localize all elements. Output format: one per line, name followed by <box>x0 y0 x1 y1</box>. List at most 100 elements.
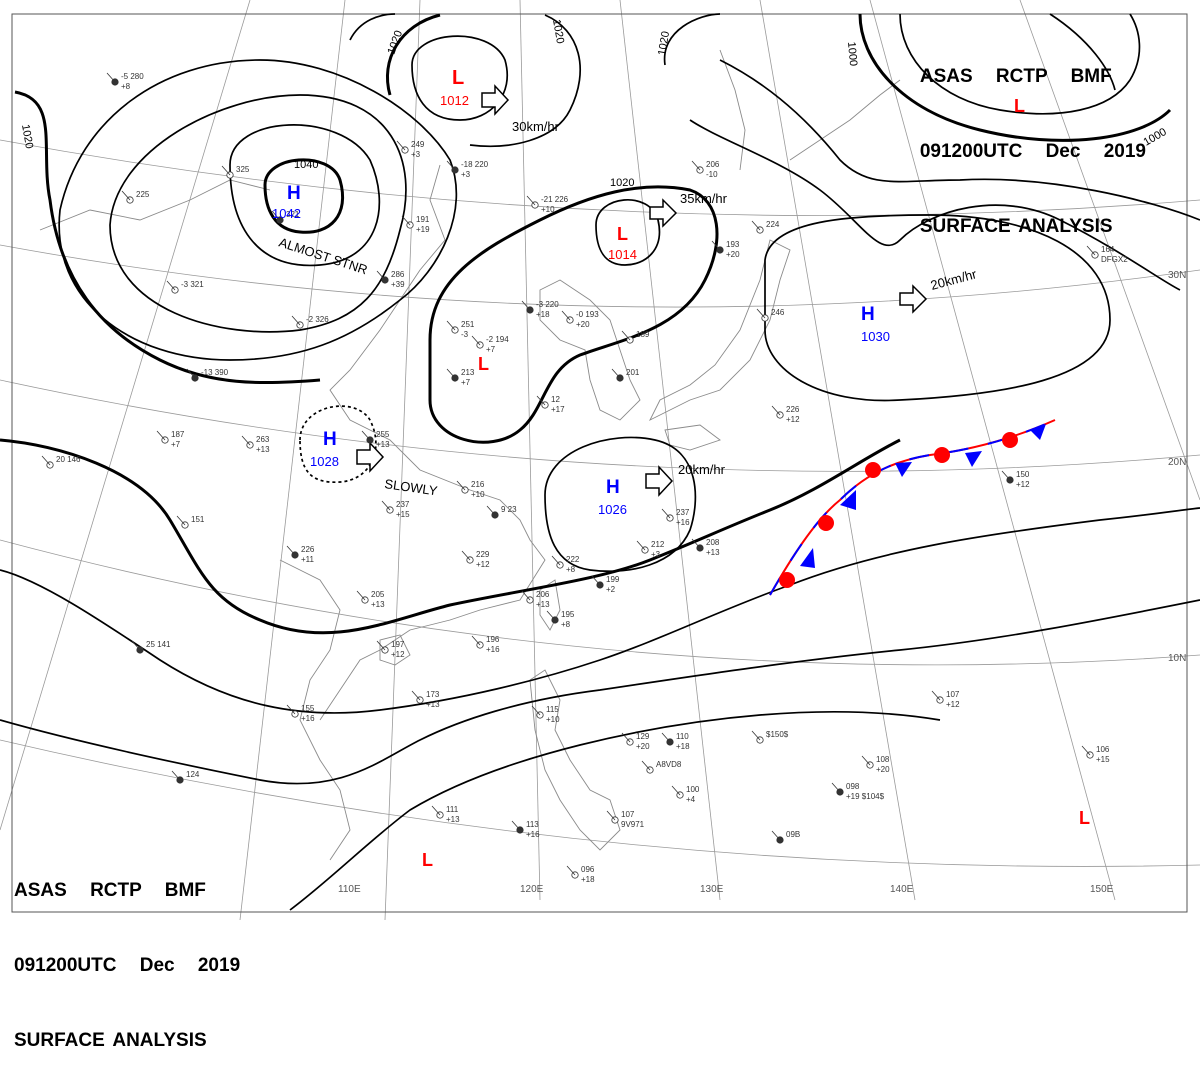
station-plot: 205+13 <box>356 590 385 609</box>
wind-barb <box>536 395 546 406</box>
isobar-south-1 <box>0 507 1200 714</box>
wind-barb <box>471 335 481 346</box>
station-pressure: 222 <box>566 555 580 564</box>
wind-barb <box>641 760 651 771</box>
low-center-symbol: L <box>452 67 464 89</box>
isobar-east-3 <box>719 59 1200 221</box>
station-pressure: 191 <box>416 215 430 224</box>
isobar-1012-low <box>411 35 509 121</box>
station-plot: 216+10 <box>456 480 485 499</box>
station-tendency: +20 <box>636 742 650 751</box>
wind-barb <box>546 610 556 621</box>
station-plot: 09B <box>771 830 800 844</box>
cold-front-triangle <box>840 490 856 510</box>
wind-barb <box>1086 245 1096 256</box>
stationary-front <box>769 419 1056 596</box>
station-tendency: +16 <box>301 714 315 723</box>
station-tendency: +12 <box>1016 480 1030 489</box>
isobar-1020-north-3 <box>349 13 396 41</box>
wind-barb <box>531 705 541 716</box>
station-pressure: 208 <box>706 538 720 547</box>
wind-barb <box>526 195 536 206</box>
cold-front-triangle <box>895 462 912 477</box>
wind-barb <box>606 810 616 821</box>
korea-coast <box>539 279 641 421</box>
wind-barb <box>511 820 521 831</box>
wind-barb <box>456 480 466 491</box>
lon-label-120e: 120E <box>520 884 544 895</box>
station-tendency: +13 <box>446 815 460 824</box>
station-pressure: 115 <box>546 705 559 714</box>
station-tendency: +2 <box>606 585 616 594</box>
station-plot: 255+13 <box>361 430 390 449</box>
station-pressure: 12 <box>551 395 560 404</box>
header-line-2: 091200UTC Dec 2019 <box>919 141 1146 162</box>
isobar-around-high-2 <box>109 94 407 333</box>
latitude-line-20n <box>0 379 1200 472</box>
station-plot: 107+12 <box>931 690 960 709</box>
station-pressure: 224 <box>766 220 780 229</box>
wind-barb <box>771 405 781 416</box>
cold-front-triangle <box>965 451 982 467</box>
station-plot: 246 <box>756 308 785 322</box>
longitude-line-150e <box>869 0 1116 901</box>
station-pressure: 107 <box>946 690 960 699</box>
isobar-1042-inner <box>263 158 345 234</box>
station-plot: 321 <box>271 210 300 224</box>
station-plot: 150+12 <box>1001 470 1030 489</box>
isobar-labels: 1020 1020 1020 1020 1040 1000 1000 1020 <box>19 18 1169 189</box>
wind-barb <box>186 368 196 379</box>
station-pressure: 110 <box>676 732 689 741</box>
station-tendency: +15 <box>396 510 410 519</box>
wind-barb <box>171 770 181 781</box>
wind-barb <box>446 368 456 379</box>
station-plot: 222+8 <box>551 555 580 574</box>
station-plot: 191+19 <box>401 215 430 234</box>
wind-barb <box>431 805 441 816</box>
station-pressure: 151 <box>191 515 205 524</box>
station-pressure: 195 <box>561 610 575 619</box>
station-tendency: +13 <box>706 548 720 557</box>
station-pressure: 111 <box>446 805 459 814</box>
station-plot: -5 280+8 <box>106 72 144 91</box>
station-plot: 325 <box>221 165 250 179</box>
low-center-symbol: L <box>1014 96 1025 116</box>
station-plot: 187+7 <box>156 430 185 449</box>
motion-arrows <box>356 84 928 497</box>
isobar-1000-inner <box>899 13 1141 115</box>
wind-barb <box>1001 470 1011 481</box>
station-pressure: 197 <box>391 640 405 649</box>
station-plot: 196+16 <box>471 635 500 654</box>
wind-barb <box>486 505 496 516</box>
station-plot: 213+7 <box>446 368 475 387</box>
station-plot: 237+15 <box>381 500 410 519</box>
station-pressure: 205 <box>371 590 385 599</box>
wind-barb <box>566 865 576 876</box>
header-line-3: SURFACE ANALYSIS <box>14 1030 207 1051</box>
wind-barb <box>376 270 386 281</box>
japan-coast <box>648 239 791 422</box>
station-plot: 226+12 <box>771 405 800 424</box>
station-pressure: 155 <box>301 704 315 713</box>
station-tendency: +8 <box>561 620 571 629</box>
grid-labels: 30N 20N 10N 110E 120E 130E 140E 150E <box>338 270 1186 895</box>
isobar-1020-main <box>0 438 901 635</box>
warm-front-bump <box>1002 432 1018 448</box>
lat-label-30n: 30N <box>1168 270 1186 281</box>
station-plot: 151 <box>176 515 205 529</box>
station-plot: 096+18 <box>566 865 595 884</box>
station-tendency: +8 <box>566 565 576 574</box>
station-pressure: 237 <box>396 500 410 509</box>
station-tendency: +19 <box>416 225 430 234</box>
wind-barb <box>241 435 251 446</box>
station-tendency: +19 $104$ <box>846 792 885 801</box>
station-tendency: +3 <box>651 550 661 559</box>
map-frame <box>11 13 1188 913</box>
station-plot: 229+12 <box>461 550 490 569</box>
station-tendency: +39 <box>391 280 405 289</box>
wind-barb <box>931 690 941 701</box>
high-center-pressure: 1028 <box>310 454 339 469</box>
wind-barb <box>621 732 631 743</box>
station-plot: 108+20 <box>861 755 890 774</box>
